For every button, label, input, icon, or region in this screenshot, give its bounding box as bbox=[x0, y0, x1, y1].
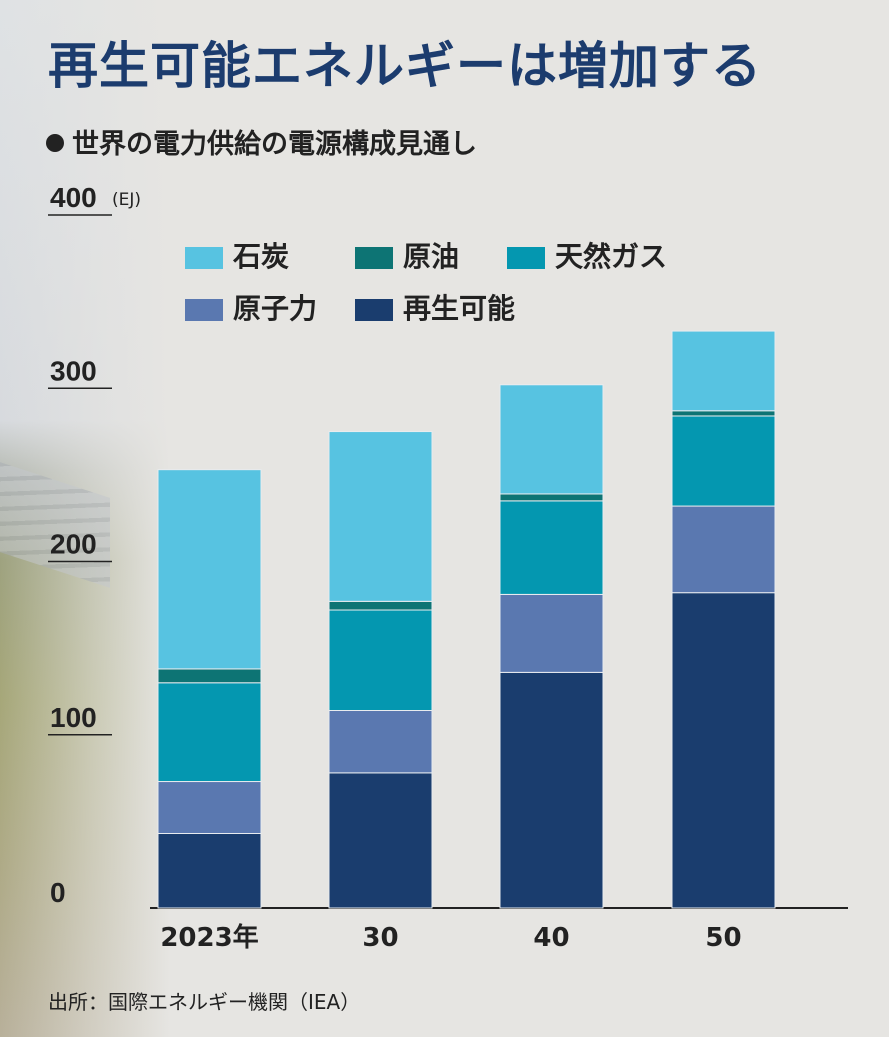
bar-segment bbox=[499, 593, 604, 673]
legend-swatch bbox=[355, 299, 393, 321]
bar-segment bbox=[157, 469, 262, 670]
legend-swatch bbox=[185, 247, 223, 269]
x-tick-label: 30 bbox=[362, 923, 398, 953]
bar-segment bbox=[499, 493, 604, 502]
legend-label: 原油 bbox=[403, 240, 460, 273]
x-tick-label: 40 bbox=[533, 923, 569, 953]
chart-title: 再生可能エネルギーは増加する bbox=[48, 37, 762, 95]
bar-segment bbox=[671, 410, 776, 417]
bar-segment bbox=[157, 781, 262, 835]
chart-subtitle: 世界の電力供給の電源構成見通し bbox=[46, 122, 477, 161]
bar-segment bbox=[671, 505, 776, 594]
legend-item: 原油 bbox=[355, 240, 459, 274]
bar-segment bbox=[671, 330, 776, 412]
legend-label: 天然ガス bbox=[555, 240, 668, 273]
y-tick-label: 200 bbox=[50, 529, 97, 560]
legend-swatch bbox=[185, 299, 223, 321]
x-tick-label: 50 bbox=[705, 923, 741, 953]
bar-segment bbox=[157, 682, 262, 783]
legend-item: 原子力 bbox=[185, 292, 317, 326]
subtitle-text: 世界の電力供給の電源構成見通し bbox=[72, 129, 477, 160]
bar-segment bbox=[328, 609, 433, 711]
legend-label: 原子力 bbox=[233, 292, 318, 325]
y-tick-label: 300 bbox=[50, 355, 97, 386]
bar-segment bbox=[499, 671, 604, 909]
bar-segment bbox=[671, 415, 776, 507]
legend-swatch bbox=[355, 247, 393, 269]
bar-segment bbox=[328, 709, 433, 774]
x-tick-label: 2023年 bbox=[160, 922, 258, 953]
legend-label: 石炭 bbox=[233, 240, 290, 273]
legend-item: 石炭 bbox=[185, 240, 289, 274]
y-tick-label: 400 bbox=[50, 182, 97, 213]
bar-segment bbox=[499, 384, 604, 495]
legend-swatch bbox=[507, 247, 545, 269]
y-tick-label: 0 bbox=[50, 877, 66, 908]
legend-item: 再生可能 bbox=[355, 292, 515, 326]
bar-segment bbox=[328, 600, 433, 611]
bullet-icon bbox=[46, 134, 64, 152]
bar-segment bbox=[157, 668, 262, 684]
y-tick-label: 100 bbox=[50, 702, 97, 733]
legend-item: 天然ガス bbox=[507, 240, 667, 274]
source-note: 出所：国際エネルギー機関（IEA） bbox=[48, 990, 361, 1014]
bar-segment bbox=[671, 592, 776, 909]
legend-label: 再生可能 bbox=[403, 292, 516, 325]
bar-segment bbox=[499, 500, 604, 595]
bar-segment bbox=[328, 431, 433, 602]
y-unit-label: (EJ) bbox=[112, 190, 141, 210]
bar-segment bbox=[157, 833, 262, 909]
bar-segment bbox=[328, 772, 433, 909]
